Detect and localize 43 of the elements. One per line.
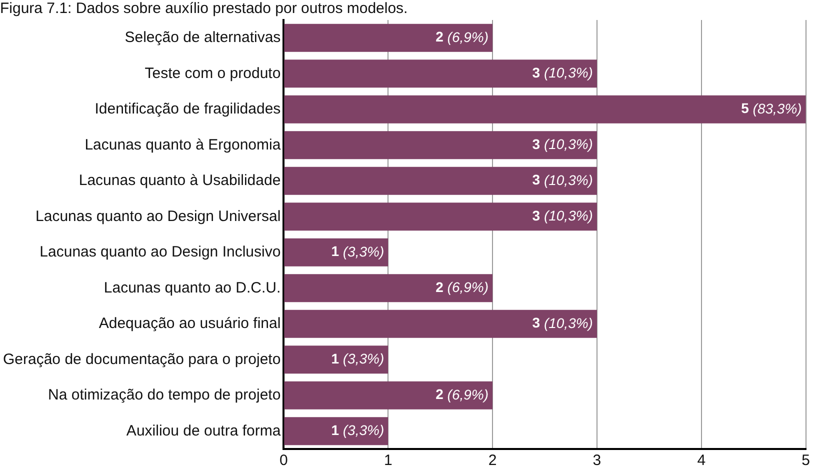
bar [284, 95, 806, 124]
bar [284, 310, 597, 338]
data-label: 3 (10,3%) [532, 64, 593, 81]
data-label: 3 (10,3%) [532, 136, 593, 152]
y-tick-label: Lacunas quanto à Usabilidade [78, 172, 281, 190]
bar [284, 166, 597, 195]
y-tick-label: Lacunas quanto ao Design Universal [36, 208, 281, 225]
data-label: 3 (10,3%) [532, 172, 593, 188]
data-label: 2 (6,9%) [436, 28, 489, 45]
y-tick-label: Teste com o produto [144, 64, 281, 82]
bar [284, 60, 597, 88]
data-label: 1 (3,3%) [331, 243, 384, 260]
bar [284, 238, 388, 266]
y-tick-label: Lacunas quanto ao D.C.U. [104, 279, 281, 296]
y-tick-label: Na otimização do tempo de projeto [48, 386, 281, 404]
x-tick-label: 3 [592, 452, 602, 470]
data-label: 1 (3,3%) [331, 350, 384, 367]
bar [284, 202, 597, 231]
data-label: 2 (6,9%) [436, 386, 489, 402]
bar [284, 274, 493, 302]
data-label: 5 (83,3%) [741, 100, 802, 116]
y-tick-label: Lacunas quanto à Ergonomia [84, 136, 282, 154]
bar [284, 24, 493, 52]
x-tick-label: 4 [697, 452, 706, 470]
y-tick-label: Seleção de alternativas [124, 29, 281, 46]
y-tick-label: Identificação de fragilidades [94, 100, 281, 118]
data-label: 3 (10,3%) [532, 314, 593, 331]
x-tick-label: 1 [384, 452, 392, 470]
bar [284, 346, 388, 374]
y-tick-label: Lacunas quanto ao Design Inclusivo [40, 244, 281, 261]
bar [284, 417, 388, 446]
y-tick-label: Adequação ao usuário final [98, 315, 281, 332]
data-label: 1 (3,3%) [331, 422, 384, 438]
y-tick-label: Auxiliou de outra forma [126, 422, 282, 440]
y-tick-label: Geração de documentação para o projeto [2, 350, 281, 368]
data-label: 3 (10,3%) [532, 207, 593, 224]
x-tick-label: 2 [488, 452, 497, 470]
data-label: 2 (6,9%) [436, 278, 489, 296]
x-tick-label: 5 [802, 452, 810, 470]
bar [284, 381, 493, 410]
chart-title: Figura 7.1: Dados sobre auxílio prestado por outros modelos. [0, 0, 408, 17]
x-tick-label: 0 [280, 452, 288, 470]
bar [284, 131, 597, 160]
